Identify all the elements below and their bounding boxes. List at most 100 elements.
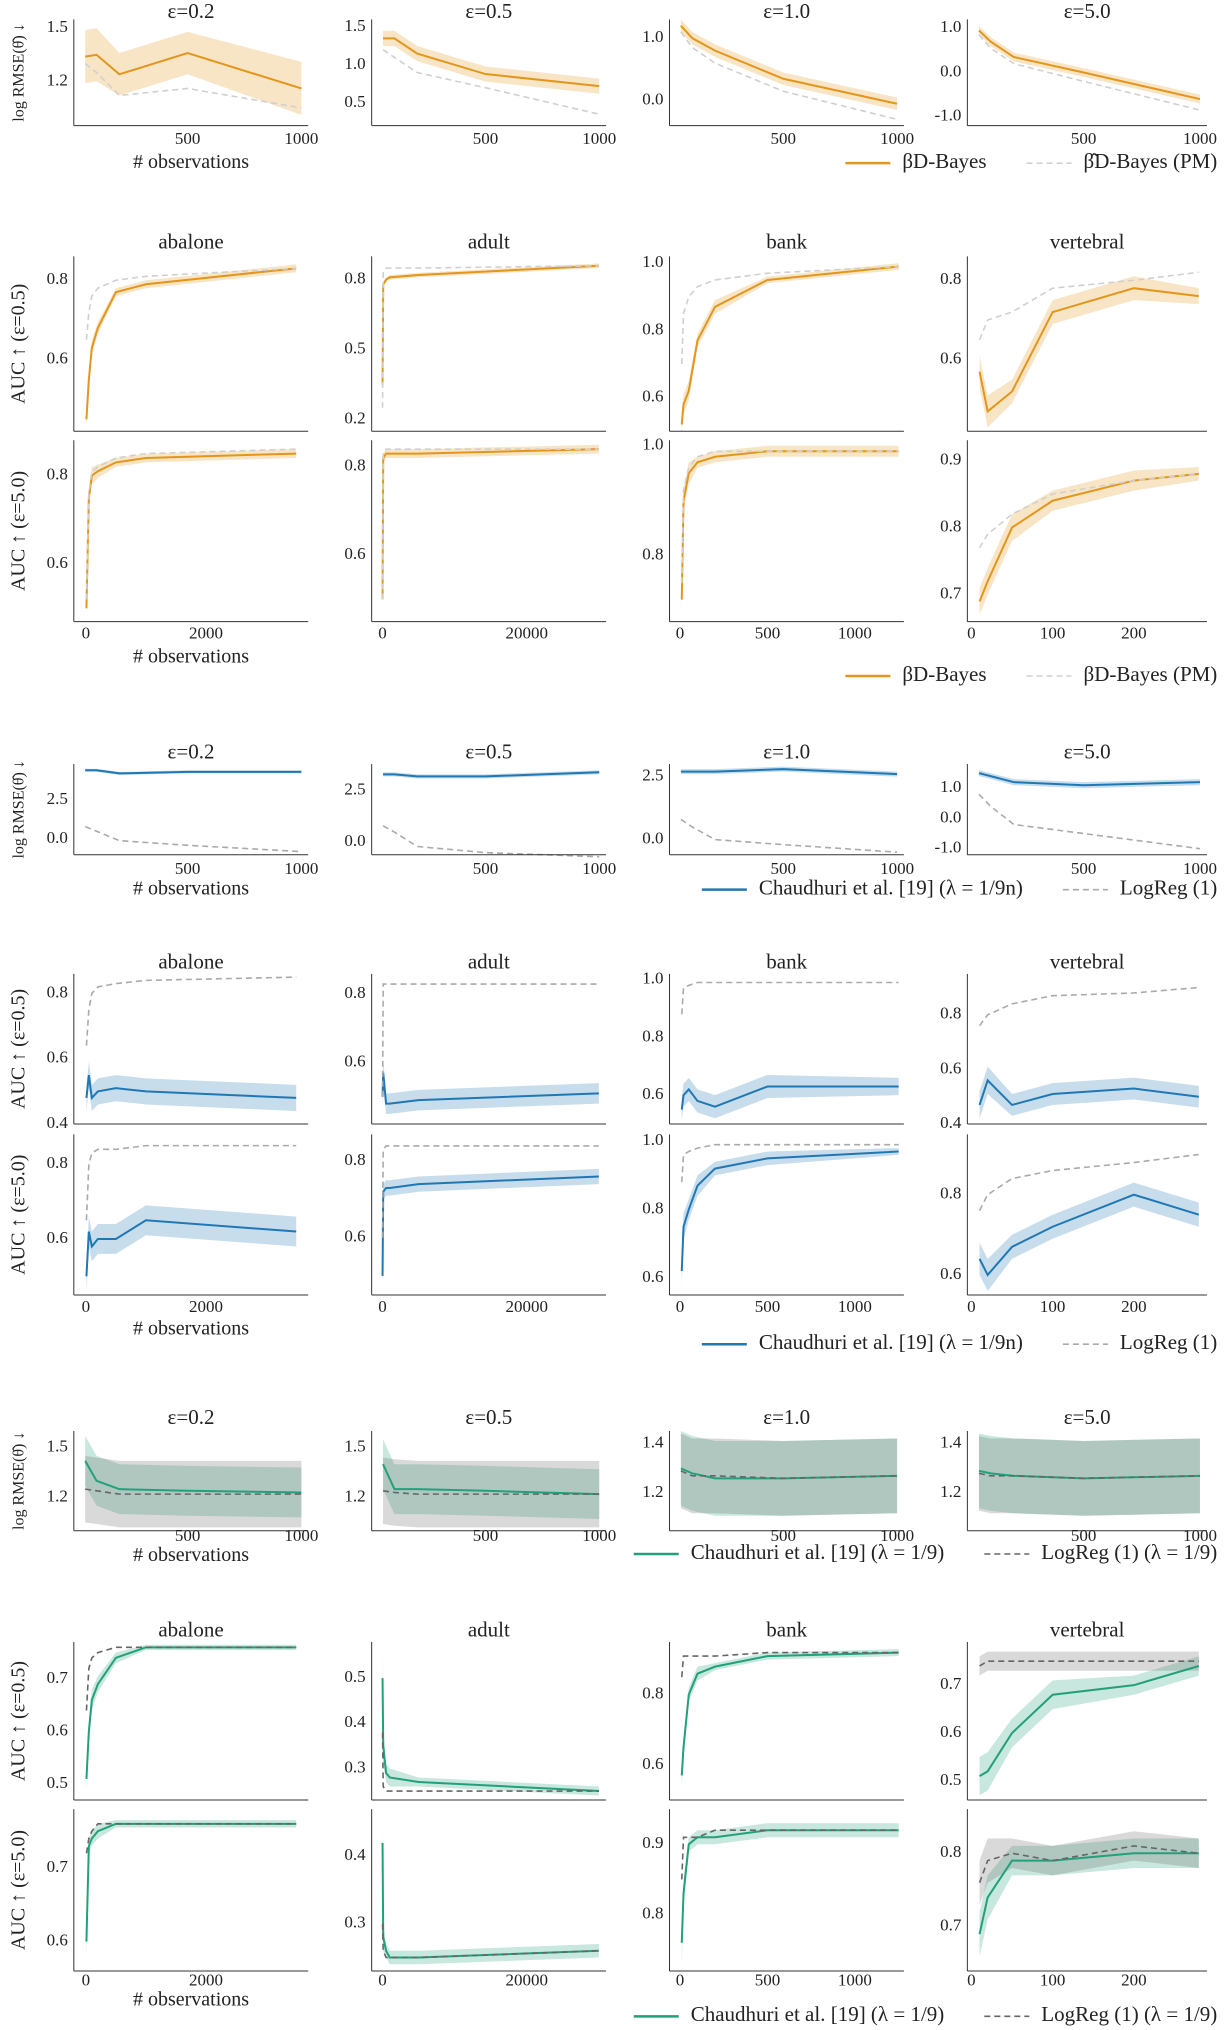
- y-tick-label: 0.7: [940, 1674, 962, 1693]
- x-tick-label: 500: [175, 129, 201, 148]
- series-line: [85, 452, 297, 609]
- x-axis-label: # observations: [133, 1544, 249, 1566]
- series-line: [680, 1829, 899, 1943]
- error-band: [979, 1651, 1199, 1676]
- x-tick-label: 1000: [838, 1970, 872, 1989]
- panel-title: vertebral: [1050, 229, 1125, 253]
- series-line: [978, 473, 1199, 549]
- series-line: [381, 448, 599, 600]
- x-tick-label: 500: [1071, 129, 1097, 148]
- y-tick-label: 1.5: [47, 17, 68, 36]
- series-line: [382, 1490, 600, 1495]
- series-line: [381, 1842, 599, 1959]
- error-band: [681, 445, 899, 617]
- error-band: [979, 1838, 1199, 1957]
- y-tick-label: 0.8: [344, 269, 365, 288]
- x-tick-label: 2000: [189, 1297, 223, 1316]
- legend-label: Chaudhuri et al. [19] (λ = 1/9): [691, 2002, 945, 2026]
- series-line: [85, 769, 302, 775]
- panel-title: ε=0.5: [465, 0, 512, 23]
- y-tick-label: 2.5: [642, 766, 663, 785]
- series-line: [978, 287, 1199, 414]
- y-tick-label: 1.0: [344, 54, 365, 73]
- series-line: [381, 1145, 599, 1238]
- series-line: [978, 772, 1200, 787]
- x-tick-label: 20000: [505, 623, 548, 642]
- error-band: [978, 1433, 1200, 1516]
- panel-title: ε=0.2: [168, 0, 215, 23]
- series-line: [680, 24, 898, 105]
- error-band: [382, 1651, 599, 1796]
- panel-title: abalone: [158, 1618, 223, 1642]
- series-line: [978, 29, 1201, 101]
- y-tick-label: 1.0: [642, 969, 663, 988]
- panel-title: bank: [766, 1618, 807, 1642]
- y-tick-label: 0.6: [642, 1267, 663, 1286]
- y-tick-label: 0.7: [47, 1857, 69, 1876]
- series-line: [383, 771, 600, 778]
- x-tick-label: 500: [1071, 859, 1097, 878]
- y-tick-label: 0.6: [47, 349, 68, 368]
- x-tick-label: 0: [378, 623, 387, 642]
- y-tick-label: 1.2: [940, 1482, 961, 1501]
- error-band: [979, 276, 1199, 428]
- y-tick-label: 1.4: [642, 1432, 664, 1451]
- series-line: [680, 265, 899, 365]
- error-band: [86, 1644, 297, 1790]
- y-tick-label: 1.2: [642, 1482, 663, 1501]
- legend-label: βD-Bayes: [902, 149, 986, 173]
- x-tick-label: 500: [755, 1297, 781, 1316]
- series-line: [978, 793, 1201, 850]
- error-band: [681, 263, 899, 435]
- y-tick-label: 1.0: [940, 777, 961, 796]
- series-line: [85, 267, 297, 420]
- y-axis-label: AUC ↑ (ε=0.5): [8, 284, 30, 404]
- y-axis-label: log RMSE(θ̂) ↓: [11, 1432, 28, 1530]
- y-tick-label: 0.8: [642, 1026, 663, 1045]
- x-tick-label: 0: [82, 623, 91, 642]
- error-band: [85, 1435, 302, 1518]
- series-line: [85, 1488, 302, 1495]
- x-tick-label: 0: [82, 1297, 91, 1316]
- x-tick-label: 0: [676, 1970, 685, 1989]
- panel-title: ε=0.5: [465, 740, 512, 764]
- x-tick-label: 1000: [838, 1297, 872, 1316]
- y-tick-label: 1.0: [642, 27, 663, 46]
- x-tick-label: 0: [82, 1970, 91, 1989]
- y-tick-label: 0.6: [940, 1264, 961, 1283]
- error-band: [978, 26, 1200, 104]
- series-line: [978, 1078, 1199, 1107]
- x-tick-label: 2000: [189, 1970, 223, 1989]
- y-tick-label: 1.4: [940, 1432, 962, 1451]
- y-tick-label: 0.6: [642, 387, 663, 406]
- x-tick-label: 500: [771, 859, 797, 878]
- series-line: [381, 264, 599, 408]
- series-line: [84, 825, 302, 853]
- y-tick-label: -1.0: [934, 106, 961, 125]
- legend-label: βD-Bayes: [902, 662, 986, 686]
- series-line: [978, 34, 1201, 111]
- y-tick-label: 0.0: [642, 828, 663, 847]
- series-line: [85, 448, 297, 600]
- legend-label: Chaudhuri et al. [19] (λ = 1/9): [691, 1540, 945, 1564]
- y-tick-label: 0.2: [344, 408, 365, 427]
- panel-title: vertebral: [1050, 949, 1125, 973]
- x-tick-label: 500: [755, 623, 781, 642]
- y-tick-label: 0.8: [940, 269, 961, 288]
- y-axis-label: log RMSE(θ̂) ↓: [11, 760, 28, 858]
- series-line: [382, 825, 600, 858]
- x-tick-label: 2000: [189, 623, 223, 642]
- y-tick-label: 1.5: [47, 1437, 68, 1456]
- x-tick-label: 500: [755, 1970, 781, 1989]
- series-line: [680, 1150, 899, 1272]
- x-tick-label: 1000: [582, 1526, 616, 1545]
- y-tick-label: 0.8: [47, 982, 68, 1001]
- x-tick-label: 500: [771, 129, 797, 148]
- series-line: [680, 450, 899, 584]
- panel-title: ε=0.5: [465, 1405, 512, 1429]
- x-tick-label: 1000: [582, 129, 616, 148]
- series-line: [85, 1823, 297, 1854]
- series-line: [978, 1472, 1200, 1480]
- error-band: [979, 1656, 1199, 1796]
- series-line: [978, 1852, 1199, 1935]
